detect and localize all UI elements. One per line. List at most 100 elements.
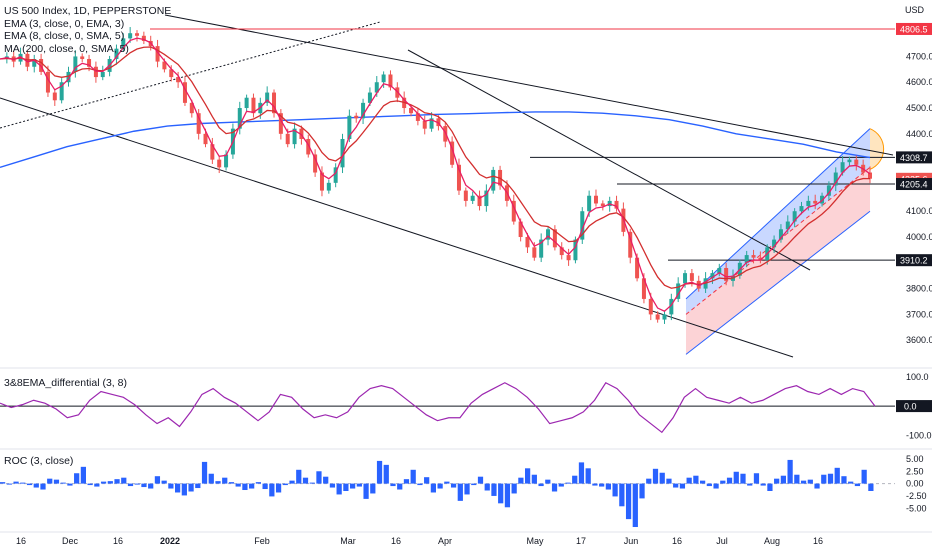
candle-body [683,273,688,284]
roc-bar [834,467,840,484]
candle-body [326,182,331,191]
roc-bar [114,479,120,484]
candle-body [778,229,783,240]
candle-body [758,257,763,261]
roc-bar [127,483,134,487]
candle-body [313,154,318,173]
y-tick-label: 3600.0 [906,335,932,345]
roc-bar [376,460,383,484]
roc-bar [814,483,820,489]
roc-bar [363,483,369,499]
roc-bar [747,483,753,486]
roc-bar [13,481,19,484]
y-tick-label: 3700.0 [906,309,932,319]
roc-bar [538,483,544,487]
candle-body [539,239,544,258]
roc-bar [578,462,585,484]
ema3-legend[interactable]: EMA (3, close, 0, EMA, 3) [4,17,125,30]
roc-bar [154,476,161,484]
roc-bar [464,483,470,495]
candle-body [100,71,105,78]
candle-body [580,211,585,240]
roc-bar [222,477,228,484]
roc-bar [168,483,174,489]
x-tick-label: 17 [576,536,586,546]
candle-body [751,255,756,258]
x-tick-label: 16 [113,536,123,546]
roc-bar [33,483,39,488]
roc-bar [767,483,773,491]
roc-bar [585,468,591,484]
trendline-dotted [0,21,381,129]
roc-bar [60,482,66,484]
trendline-lower [0,97,794,358]
roc-title[interactable]: ROC (3, close) [4,455,74,467]
roc-bar [215,481,221,484]
x-tick-label: Aug [764,536,780,546]
candle-body [169,69,174,78]
roc-legend[interactable]: ROC (3, close) [4,455,73,468]
candle-body [826,185,831,196]
candle-body [203,133,208,145]
candle-body [477,195,482,207]
roc-bar [148,483,154,489]
currency-label: USD [905,5,925,15]
oscillator-title[interactable]: 3&8EMA_differential (3, 8) [4,377,127,389]
candle-body [854,159,859,165]
roc-bar [700,480,706,484]
roc-bar [565,482,571,484]
ma200-legend[interactable]: MA (200, close, 0, SMA, 5) [4,42,129,55]
candle-body [847,159,852,163]
roc-bar [625,483,632,520]
roc-bar [356,483,362,487]
candle-body [237,108,242,129]
main-legend: US 500 Index, 1D, PEPPERSTONE EMA (3, cl… [4,5,171,55]
roc-bar [639,483,645,499]
candle-body [484,190,489,207]
roc-bar [652,468,659,484]
channel-lower-fill [686,167,870,355]
candle-body [162,61,167,70]
roc-bar [329,483,336,488]
roc-bar [94,483,100,487]
roc-bar [47,478,53,484]
roc-bar [26,483,33,486]
roc-bar [551,483,558,492]
candle-body [587,195,592,212]
candle-body [559,247,564,256]
candle-body [641,278,646,299]
roc-bar [484,483,490,491]
candle-body [285,133,290,145]
candle-body [217,159,222,168]
roc-bar [6,483,12,485]
candle-body [388,74,393,88]
roc-bar [67,483,73,486]
price-tag-label: 4205.4 [900,180,928,190]
candle-body [635,257,640,279]
y-tick-label: 4100.0 [906,206,932,216]
roc-bar [424,477,430,484]
roc-bar [720,480,726,484]
candle-body [347,115,352,139]
roc-bar [275,483,282,493]
oscillator-legend[interactable]: 3&8EMA_differential (3, 8) [4,377,127,390]
roc-bar [693,475,699,484]
x-tick-label: Apr [438,536,452,546]
price-tag-bg [896,178,932,191]
ema8-legend[interactable]: EMA (8, close, 0, SMA, 5) [4,30,125,42]
candle-body [306,138,311,155]
candle-body [717,267,722,274]
roc-bar [531,474,537,484]
roc-bar [491,483,497,496]
roc-bar [733,471,739,484]
symbol-title[interactable]: US 500 Index, 1D, PEPPERSTONE [4,5,172,17]
x-tick-label: Feb [254,536,270,546]
roc-bar [309,482,315,484]
price-tag-bg [896,151,932,164]
candle-body [361,102,366,119]
roc-bar [525,468,531,484]
candle-body [415,113,420,121]
candle-body [772,239,777,248]
price-tag-label: 4308.7 [900,153,928,163]
